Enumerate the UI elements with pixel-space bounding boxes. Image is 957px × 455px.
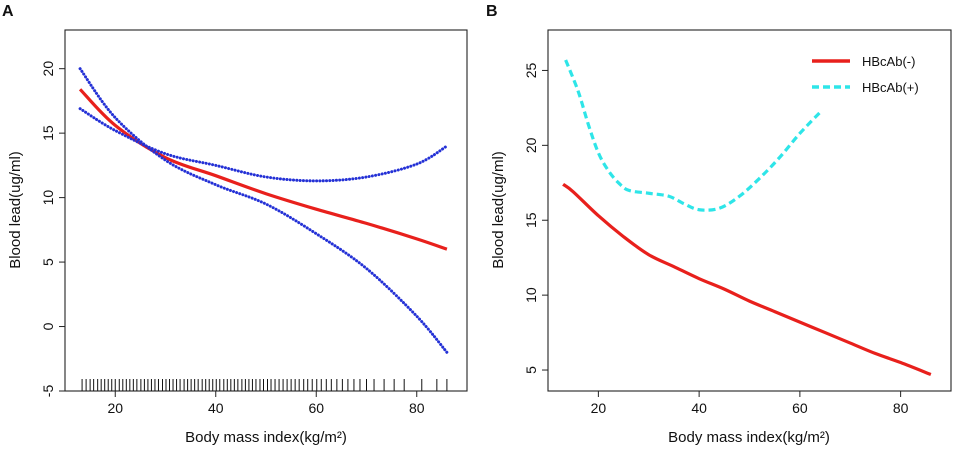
panel-a-x-axis-title: Body mass index(kg/m²): [185, 429, 347, 446]
panel-a-x-tick-label: 60: [308, 400, 324, 416]
panel-a-x-tick-label: 80: [409, 400, 425, 416]
panel-a-y-tick-label: 10: [40, 190, 56, 206]
panel-a-y-tick-label: 5: [40, 258, 56, 266]
panel-a-series-upper-ci: [78, 107, 449, 183]
panel-a-x-tick-label: 20: [107, 400, 123, 416]
panel-b-x-tick-label: 20: [591, 400, 607, 416]
panel-b-x-tick-label: 80: [893, 400, 909, 416]
legend-label-hbcab-negative: HBcAb(-): [862, 54, 915, 69]
panel-a-y-tick-label: -5: [40, 385, 56, 398]
panel-b-letter: B: [486, 3, 498, 20]
panel-b-x-tick-label: 40: [691, 400, 707, 416]
panel-b-x-tick-label: 60: [792, 400, 808, 416]
panel-b-y-tick-label: 5: [523, 366, 539, 374]
panel-a-x-tick-label: 40: [208, 400, 224, 416]
panel-b-plot-frame: [547, 29, 952, 392]
panel-a-series-lower-ci: [78, 67, 449, 354]
panel-b-y-tick-label: 20: [523, 137, 539, 153]
panel-a-plot-frame: [64, 29, 468, 392]
legend-label-hbcab-positive: HBcAb(+): [862, 80, 919, 95]
panel-b-y-axis-title: Blood lead(ug/ml): [490, 151, 507, 269]
panel-b-series-hbcab: [564, 59, 822, 212]
panel-a-letter: A: [2, 3, 14, 20]
panel-a-y-tick-label: 0: [40, 322, 56, 330]
panel-a: A 20 40 60 80 -5 0 5 10 15 20 Body mass index(kg…: [2, 3, 468, 446]
panel-b-y-tick-label: 10: [523, 287, 539, 303]
panel-b: B 20 40 60 80 5 10 15 20 25 HBcAb(-) HBcAb(+) B…: [486, 3, 952, 446]
panel-b-series-hbcab: [562, 182, 932, 377]
panel-b-legend: HBcAb(-) HBcAb(+): [812, 54, 919, 95]
panel-b-y-tick-label: 15: [523, 212, 539, 228]
panel-a-y-tick-label: 20: [40, 61, 56, 77]
panel-a-series-fit: [78, 88, 448, 251]
panel-b-y-tick-label: 25: [523, 62, 539, 78]
panel-a-y-axis-title: Blood lead(ug/ml): [7, 151, 24, 269]
panel-a-y-tick-label: 15: [40, 125, 56, 141]
panel-b-x-axis-title: Body mass index(kg/m²): [668, 429, 830, 446]
